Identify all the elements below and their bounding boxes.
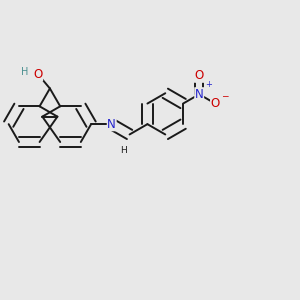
Text: O: O — [195, 69, 204, 82]
Text: H: H — [120, 146, 127, 155]
Text: O: O — [211, 97, 220, 110]
Text: H: H — [21, 67, 28, 77]
Text: +: + — [205, 80, 212, 89]
Text: O: O — [33, 68, 43, 81]
Text: N: N — [195, 88, 204, 101]
Text: −: − — [221, 91, 228, 100]
Text: N: N — [107, 118, 116, 131]
